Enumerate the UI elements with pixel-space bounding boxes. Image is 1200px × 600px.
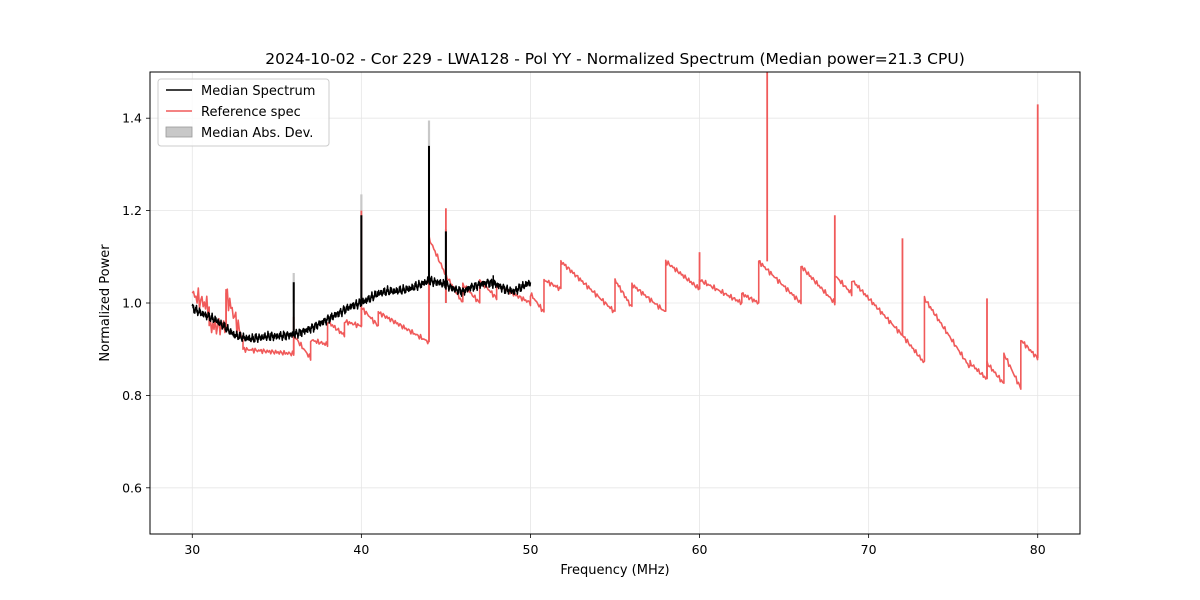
series-lines: [191, 72, 1039, 390]
x-tick-label: 80: [1030, 542, 1046, 557]
y-axis-ticks: 0.6 0.8 1.0 1.2 1.4: [122, 111, 150, 495]
x-tick-label: 30: [184, 542, 200, 557]
legend-label-mad: Median Abs. Dev.: [201, 126, 313, 141]
legend-swatch-mad: [165, 126, 193, 138]
y-tick-label: 1.2: [122, 203, 142, 218]
chart-title: 2024-10-02 - Cor 229 - LWA128 - Pol YY -…: [265, 50, 965, 68]
y-tick-label: 1.0: [122, 296, 142, 311]
x-axis-label: Frequency (MHz): [560, 563, 669, 578]
legend-label-median: Median Spectrum: [201, 84, 315, 99]
legend-box: [157, 78, 330, 147]
y-tick-label: 1.4: [122, 111, 142, 126]
x-axis-ticks: 30 40 50 60 70 80: [184, 534, 1046, 557]
y-axis-label: Normalized Power: [98, 244, 113, 362]
legend-label-reference: Reference spec: [201, 105, 301, 120]
x-tick-label: 40: [353, 542, 369, 557]
y-tick-label: 0.8: [122, 388, 142, 403]
median-spectrum-line: [191, 275, 532, 344]
legend: Median Spectrum Reference spec Median Ab…: [157, 78, 330, 147]
x-tick-label: 50: [523, 542, 539, 557]
y-tick-label: 0.6: [122, 480, 142, 495]
x-tick-label: 70: [861, 542, 877, 557]
x-tick-label: 60: [692, 542, 708, 557]
reference-spec-line: [191, 234, 1039, 390]
